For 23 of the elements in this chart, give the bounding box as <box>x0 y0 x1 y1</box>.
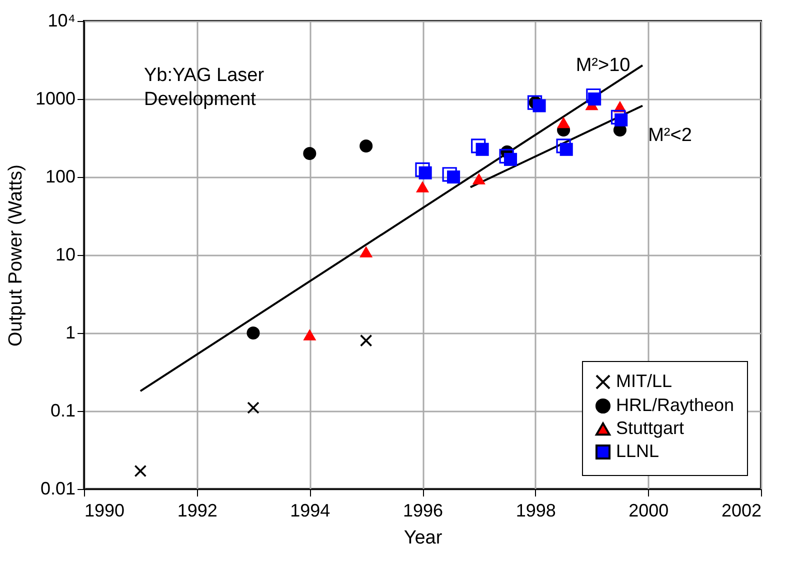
x-tick-label: 1990 <box>84 500 125 520</box>
x-tick-label: 2000 <box>628 500 669 520</box>
y-axis-title: Output Power (Watts) <box>5 164 26 346</box>
x-axis-title: Year <box>404 528 443 548</box>
annotation: M²>10 <box>576 55 630 76</box>
legend-label: MIT/LL <box>616 371 672 391</box>
y-tick-label: 10⁴ <box>48 10 76 30</box>
y-tick-label: 10 <box>55 244 76 264</box>
legend-label: LLNL <box>616 441 660 461</box>
x-tick-label: 1996 <box>402 500 444 520</box>
y-tick-label: 0.01 <box>40 478 76 498</box>
x-tick-label: 1998 <box>516 500 556 520</box>
legend-label: HRL/Raytheon <box>616 395 734 415</box>
legend-label: Stuttgart <box>616 418 684 438</box>
x-tick-label: 2002 <box>721 500 762 520</box>
y-tick-label: 100 <box>45 166 76 186</box>
annotation: M²<2 <box>648 125 692 146</box>
y-tick-label: 1 <box>65 322 76 342</box>
y-tick-label: 0.1 <box>50 400 76 420</box>
y-tick-label: 1000 <box>35 88 76 108</box>
annotation: Yb:YAG Laser Development <box>144 65 265 110</box>
x-tick-label: 1994 <box>290 500 330 520</box>
x-tick-label: 1992 <box>177 500 218 520</box>
